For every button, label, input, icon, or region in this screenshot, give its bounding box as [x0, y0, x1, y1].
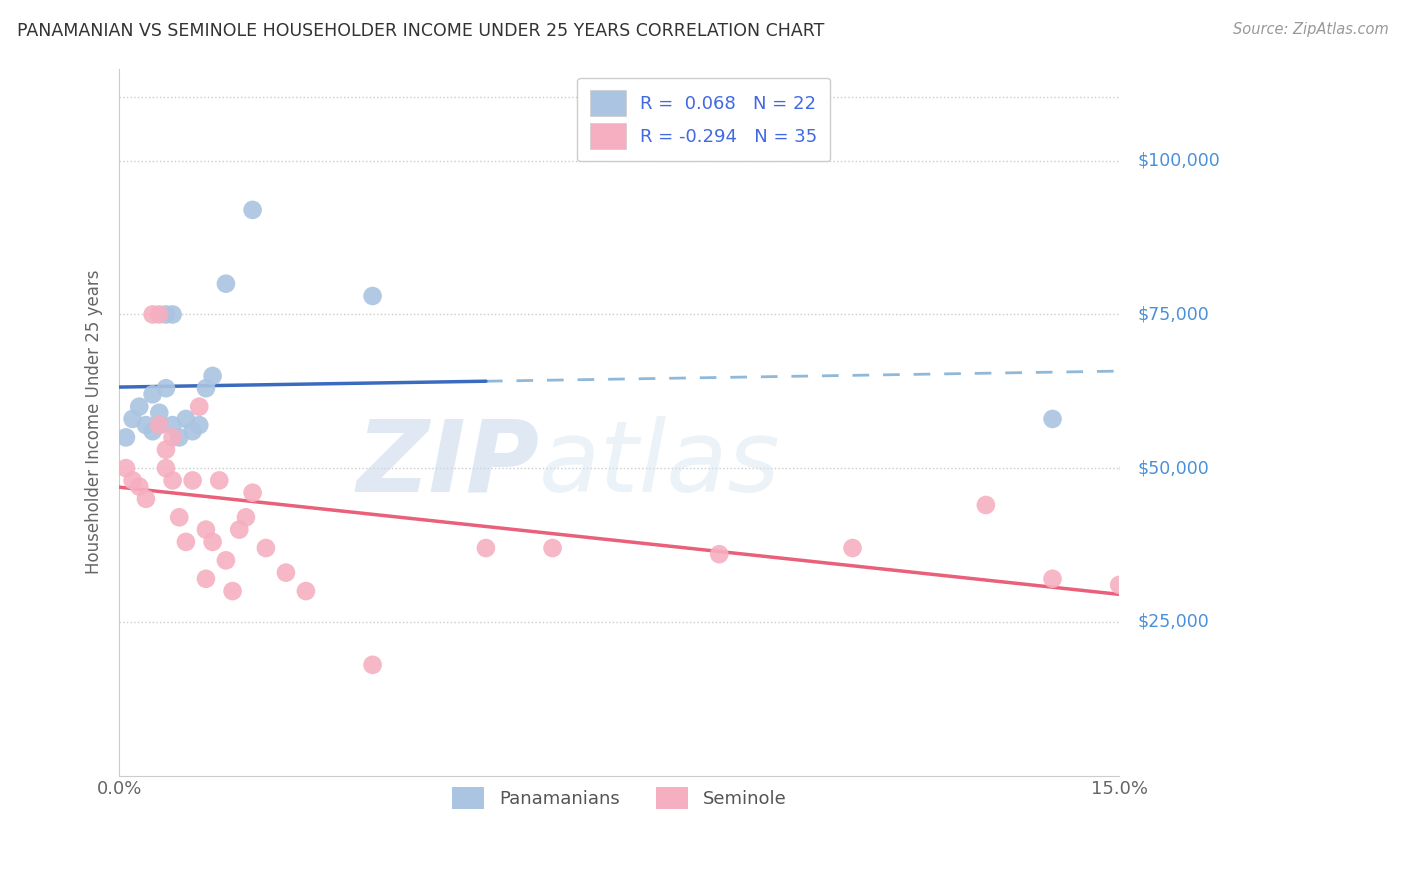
Point [148, 307, 170, 321]
Text: atlas: atlas [540, 416, 780, 513]
Point [155, 442, 177, 457]
Point [841, 541, 863, 555]
Point [215, 553, 238, 567]
Point [254, 541, 277, 555]
Point [142, 307, 165, 321]
Point [115, 430, 138, 444]
Point [148, 406, 170, 420]
Point [135, 418, 157, 433]
Point [121, 412, 143, 426]
Text: $100,000: $100,000 [1137, 152, 1220, 169]
Point [155, 461, 177, 475]
Point [162, 474, 184, 488]
Point [142, 387, 165, 401]
Point [1042, 572, 1064, 586]
Point [201, 368, 224, 383]
Point [155, 307, 177, 321]
Point [228, 523, 250, 537]
Point [361, 657, 384, 672]
Point [128, 479, 150, 493]
Point [235, 510, 257, 524]
Text: PANAMANIAN VS SEMINOLE HOUSEHOLDER INCOME UNDER 25 YEARS CORRELATION CHART: PANAMANIAN VS SEMINOLE HOUSEHOLDER INCOM… [17, 22, 824, 40]
Point [155, 381, 177, 395]
Point [169, 510, 191, 524]
Point [709, 547, 731, 561]
Legend: Panamanians, Seminole: Panamanians, Seminole [444, 780, 794, 816]
Point [181, 424, 204, 438]
Point [121, 474, 143, 488]
Point [169, 430, 191, 444]
Y-axis label: Householder Income Under 25 years: Householder Income Under 25 years [86, 269, 103, 574]
Point [115, 461, 138, 475]
Point [242, 485, 264, 500]
Point [221, 584, 243, 599]
Point [208, 474, 231, 488]
Point [188, 400, 211, 414]
Point [541, 541, 564, 555]
Point [475, 541, 498, 555]
Point [201, 535, 224, 549]
Point [128, 400, 150, 414]
Point [215, 277, 238, 291]
Point [174, 412, 197, 426]
Point [142, 424, 165, 438]
Point [162, 430, 184, 444]
Point [194, 572, 217, 586]
Point [194, 381, 217, 395]
Point [1108, 578, 1130, 592]
Point [148, 418, 170, 433]
Text: $75,000: $75,000 [1137, 305, 1209, 324]
Point [295, 584, 318, 599]
Point [1042, 412, 1064, 426]
Point [148, 418, 170, 433]
Text: $50,000: $50,000 [1137, 459, 1209, 477]
Point [361, 289, 384, 303]
Point [135, 491, 157, 506]
Point [242, 202, 264, 217]
Text: $25,000: $25,000 [1137, 613, 1209, 631]
Point [162, 307, 184, 321]
Point [974, 498, 997, 512]
Text: Source: ZipAtlas.com: Source: ZipAtlas.com [1233, 22, 1389, 37]
Point [162, 418, 184, 433]
Point [188, 418, 211, 433]
Point [181, 474, 204, 488]
Point [194, 523, 217, 537]
Text: ZIP: ZIP [356, 416, 540, 513]
Point [274, 566, 297, 580]
Point [174, 535, 197, 549]
